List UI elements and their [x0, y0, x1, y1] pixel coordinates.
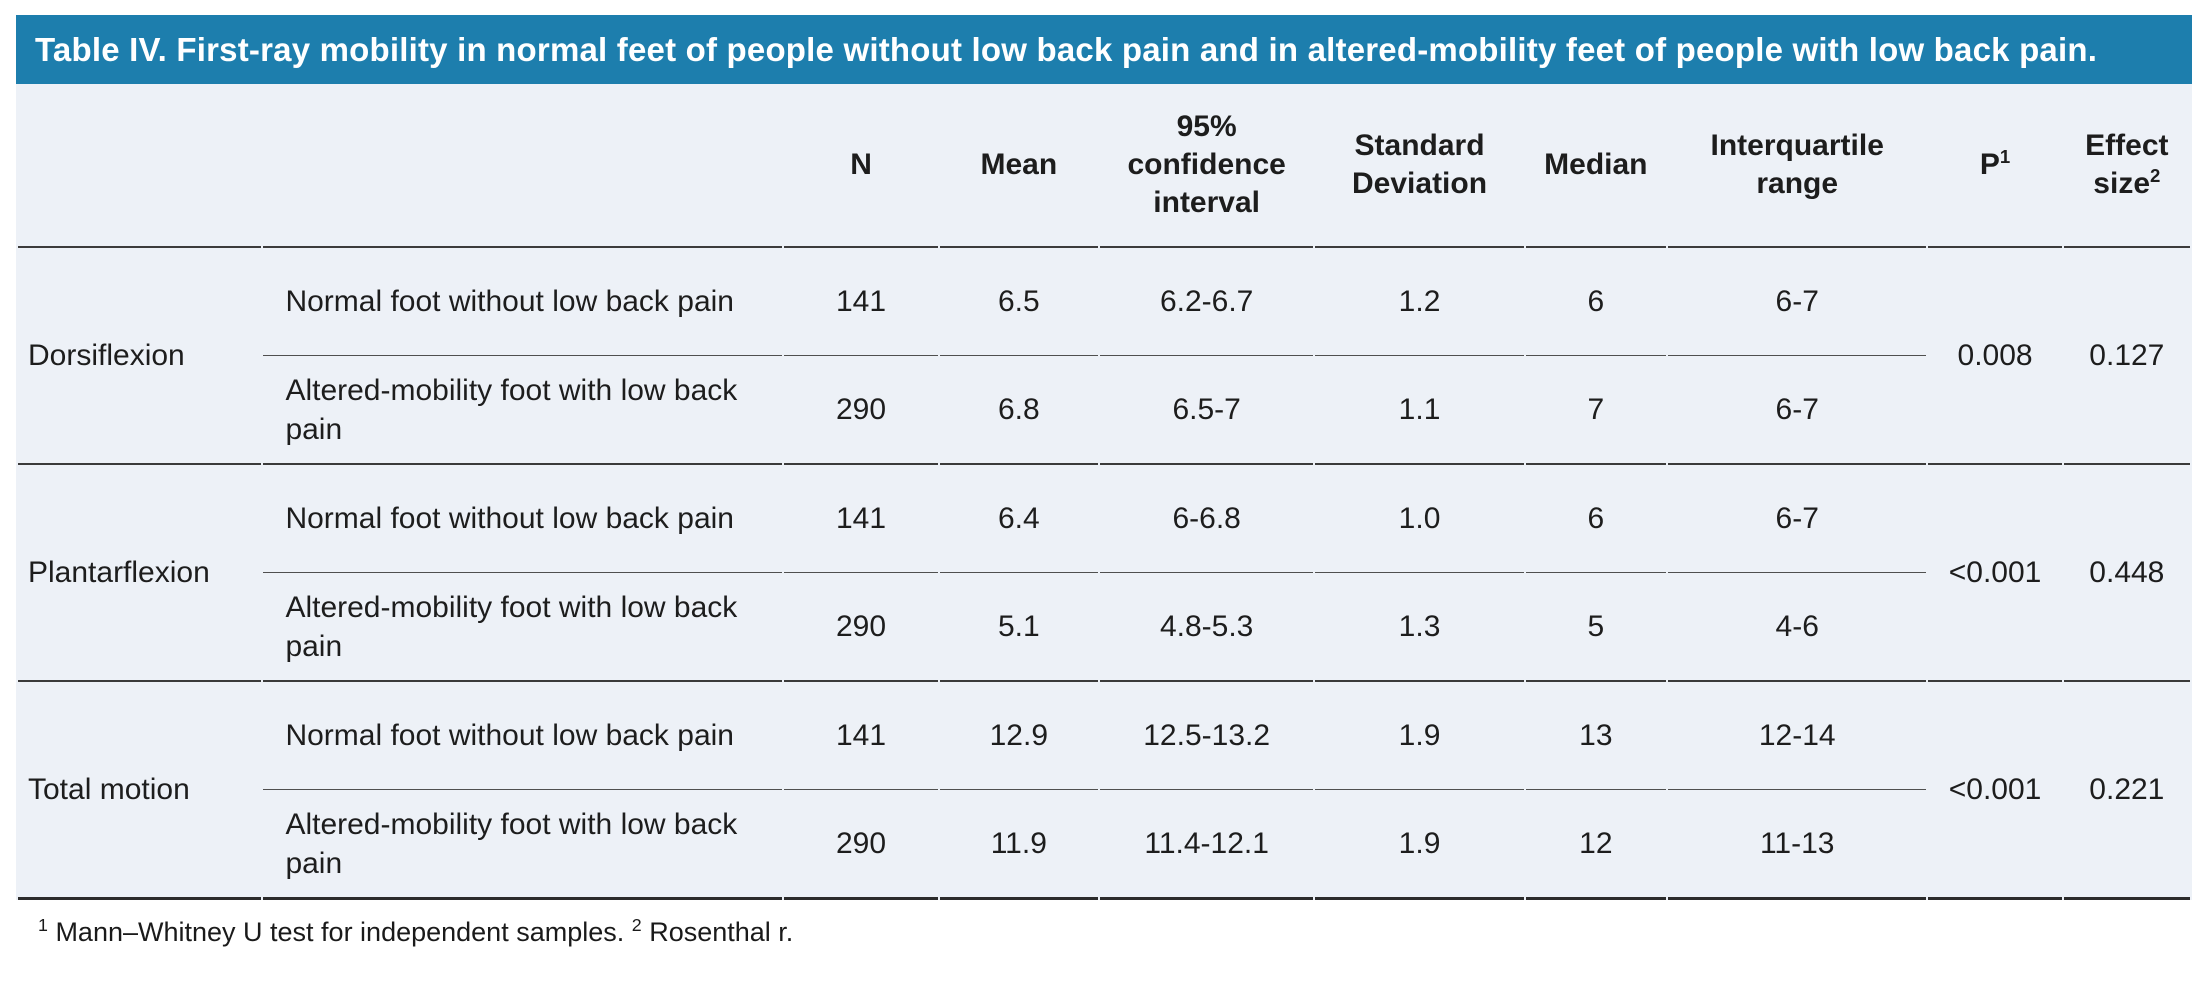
ci-cell: 12.5-13.2 — [1099, 682, 1314, 790]
ci-cell: 6.5-7 — [1099, 356, 1314, 465]
column-header-median: Median — [1525, 84, 1666, 248]
subgroup-label: Normal foot without low back pain — [285, 502, 734, 535]
column-header-p: P1 — [1928, 84, 2062, 248]
sd-cell: 1.1 — [1315, 356, 1524, 465]
column-header-n: N — [784, 84, 938, 248]
subgroup-label: Altered-mobility foot with low back pain — [285, 373, 738, 446]
ci-cell: 6.2-6.7 — [1099, 248, 1314, 356]
table-row: Altered-mobility foot with low back pain… — [18, 356, 2190, 465]
column-header-ci: 95% confidence interval — [1099, 84, 1314, 248]
p-superscript: 1 — [1999, 146, 2011, 167]
row-group-label: Plantarflexion — [18, 465, 262, 682]
footnote-text-1: Mann–Whitney U test for independent samp… — [55, 917, 625, 947]
row-group-label: Dorsiflexion — [18, 248, 262, 465]
median-cell: 5 — [1525, 573, 1666, 682]
median-cell: 13 — [1525, 682, 1666, 790]
n-cell: 141 — [784, 465, 938, 573]
iqr-cell: 4-6 — [1667, 573, 1927, 682]
table-title: Table IV. First-ray mobility in normal f… — [35, 31, 2098, 68]
table-title-banner: Table IV. First-ray mobility in normal f… — [16, 15, 2192, 84]
sd-cell: 1.2 — [1315, 248, 1524, 356]
subgroup-label-cell: Altered-mobility foot with low back pain — [263, 573, 783, 682]
mean-cell: 5.1 — [939, 573, 1098, 682]
sd-cell: 1.3 — [1315, 573, 1524, 682]
column-header-empty-subgroup — [263, 84, 783, 248]
median-cell: 6 — [1525, 248, 1666, 356]
subgroup-label: Normal foot without low back pain — [285, 719, 734, 752]
column-header-iqr: Interquartile range — [1667, 84, 1927, 248]
column-header-mean: Mean — [939, 84, 1098, 248]
sd-cell: 1.9 — [1315, 790, 1524, 900]
n-cell: 290 — [784, 573, 938, 682]
iqr-cell: 6-7 — [1667, 356, 1927, 465]
n-cell: 141 — [784, 682, 938, 790]
column-header-empty-group — [18, 84, 262, 248]
ci-cell: 4.8-5.3 — [1099, 573, 1314, 682]
mean-cell: 6.4 — [939, 465, 1098, 573]
row-group-label: Total motion — [18, 682, 262, 900]
mean-cell: 11.9 — [939, 790, 1098, 900]
subgroup-label-cell: Normal foot without low back pain — [263, 465, 783, 573]
ci-cell: 6-6.8 — [1099, 465, 1314, 573]
iqr-cell: 6-7 — [1667, 465, 1927, 573]
effect-size-cell: 0.221 — [2063, 682, 2190, 900]
iqr-cell: 11-13 — [1667, 790, 1927, 900]
n-cell: 290 — [784, 790, 938, 900]
table-row: Total motion Normal foot without low bac… — [18, 682, 2190, 900]
sd-cell: 1.9 — [1315, 682, 1524, 790]
subgroup-label: Normal foot without low back pain — [285, 285, 734, 318]
iqr-cell: 12-14 — [1667, 682, 1927, 790]
sd-cell: 1.0 — [1315, 465, 1524, 573]
table-row: Plantarflexion Normal foot without low b… — [18, 465, 2190, 682]
footnote-text-2: Rosenthal r. — [649, 917, 794, 947]
median-cell: 12 — [1525, 790, 1666, 900]
mean-cell: 6.5 — [939, 248, 1098, 356]
mean-cell: 12.9 — [939, 682, 1098, 790]
p-value-cell: <0.001 — [1928, 682, 2062, 900]
subgroup-label-cell: Altered-mobility foot with low back pain — [263, 356, 783, 465]
subgroup-label-cell: Normal foot without low back pain — [263, 248, 783, 356]
column-header-row: N Mean 95% confidence interval Standard … — [18, 84, 2190, 248]
median-cell: 7 — [1525, 356, 1666, 465]
footnote-superscript-2: 2 — [631, 915, 642, 935]
mean-cell: 6.8 — [939, 356, 1098, 465]
effect-size-superscript: 2 — [2150, 165, 2161, 186]
p-label: P — [1979, 148, 2000, 181]
column-header-sd: Standard Deviation — [1315, 84, 1524, 248]
p-value-cell: 0.008 — [1928, 248, 2062, 465]
effect-size-label: Effect size — [2085, 129, 2169, 200]
n-cell: 141 — [784, 248, 938, 356]
results-table: N Mean 95% confidence interval Standard … — [16, 84, 2192, 900]
ci-cell: 11.4-12.1 — [1099, 790, 1314, 900]
subgroup-label-cell: Altered-mobility foot with low back pain — [263, 790, 783, 900]
table-row: Altered-mobility foot with low back pain… — [18, 573, 2190, 682]
subgroup-label-cell: Normal foot without low back pain — [263, 682, 783, 790]
footnote: 1 Mann–Whitney U test for independent sa… — [38, 915, 2188, 948]
p-value-cell: <0.001 — [1928, 465, 2062, 682]
table-row: Dorsiflexion Normal foot without low bac… — [18, 248, 2190, 465]
column-header-effect-size: Effect size2 — [2063, 84, 2190, 248]
subgroup-label: Altered-mobility foot with low back pain — [285, 590, 738, 663]
n-cell: 290 — [784, 356, 938, 465]
effect-size-cell: 0.448 — [2063, 465, 2190, 682]
subgroup-label: Altered-mobility foot with low back pain — [285, 807, 738, 880]
effect-size-cell: 0.127 — [2063, 248, 2190, 465]
footnote-superscript-1: 1 — [38, 915, 48, 935]
iqr-cell: 6-7 — [1667, 248, 1927, 356]
median-cell: 6 — [1525, 465, 1666, 573]
table-row: Altered-mobility foot with low back pain… — [18, 790, 2190, 900]
